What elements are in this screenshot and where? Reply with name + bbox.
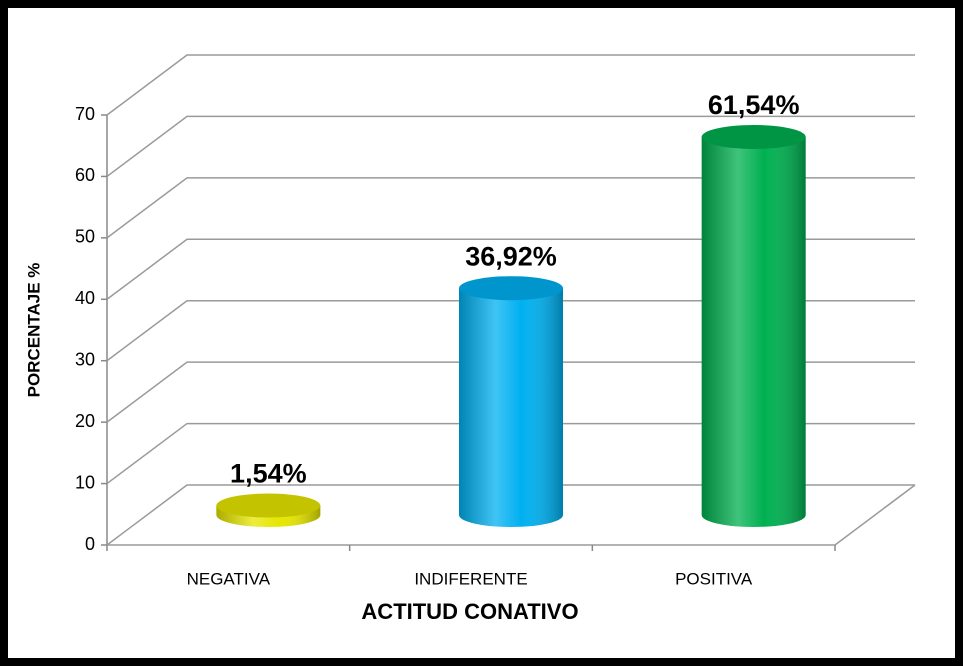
value-label: 61,54% [708,90,800,120]
y-tick-label: 10 [75,472,95,492]
bar [459,276,563,527]
bar-top [216,493,321,518]
grid-line [106,54,915,116]
bar-top [459,276,563,301]
x-tick-label: INDIFERENTE [414,569,527,588]
bar-shade [701,136,806,527]
bar-top [701,124,806,149]
y-tick-label: 20 [75,411,95,431]
y-tick-label: 60 [75,165,95,185]
y-tick-label: 40 [75,288,95,308]
y-tick-label: 30 [75,349,95,369]
y-axis-title: PORCENTAJE % [24,263,43,398]
grid-line [106,115,915,178]
grid-line [106,238,915,300]
bar-top-shade [459,276,563,301]
value-label: 1,54% [230,459,307,489]
y-tick-label: 0 [85,534,95,554]
grid-line [106,484,915,546]
x-axis-title: ACTITUD CONATIVO [361,599,578,624]
bar [216,493,321,527]
grid-line [106,422,915,485]
x-tick-label: POSITIVA [675,569,753,588]
bar-shade [459,288,563,527]
bar [701,124,806,527]
y-tick-label: 70 [75,104,95,124]
grid-line [106,177,915,239]
grid-line [106,361,915,423]
x-tick-label: NEGATIVA [187,569,271,588]
bar-top-shade [216,493,321,518]
value-label: 36,92% [465,241,557,271]
grid-line [106,299,915,362]
bar-top-shade [701,124,806,149]
y-tick-label: 50 [75,227,95,247]
